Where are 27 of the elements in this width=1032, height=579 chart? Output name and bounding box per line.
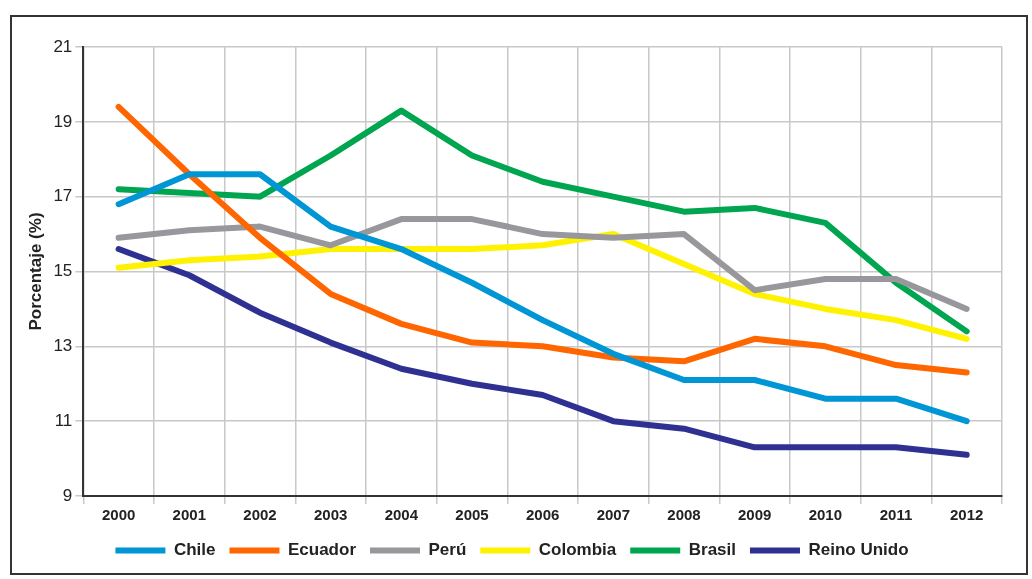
legend-label: Reino Unido	[808, 540, 909, 560]
x-tick-label: 2004	[384, 506, 419, 524]
y-tick-label: 21	[53, 36, 73, 56]
x-tick-label: 2007	[596, 506, 631, 524]
y-tick-label: 17	[53, 186, 73, 206]
x-tick-label: 2012	[949, 506, 984, 524]
y-tick-label: 15	[53, 261, 73, 281]
x-tick-label: 2003	[313, 506, 348, 524]
legend-label: Brasil	[688, 540, 736, 560]
x-tick-label: 2002	[243, 506, 277, 524]
y-tick-label: 19	[53, 111, 73, 131]
x-tick-label: 2006	[525, 506, 560, 524]
y-tick-label: 9	[62, 485, 73, 505]
x-tick-label: 2011	[879, 506, 913, 524]
x-tick-label: 2009	[737, 506, 772, 524]
x-tick-label: 2008	[667, 506, 701, 524]
legend-label: Perú	[428, 540, 467, 560]
y-tick-label: 11	[54, 410, 73, 430]
legend-label: Chile	[173, 540, 216, 560]
x-tick-label: 2001	[172, 506, 206, 524]
x-tick-label: 2005	[455, 506, 489, 524]
y-tick-label: 13	[53, 336, 73, 356]
x-tick-label: 2010	[808, 506, 843, 524]
x-tick-label: 2000	[101, 506, 136, 524]
legend-label: Colombia	[538, 540, 617, 560]
y-axis-title: Porcentaje (%)	[25, 212, 45, 331]
legend-label: Ecuador	[287, 540, 357, 560]
